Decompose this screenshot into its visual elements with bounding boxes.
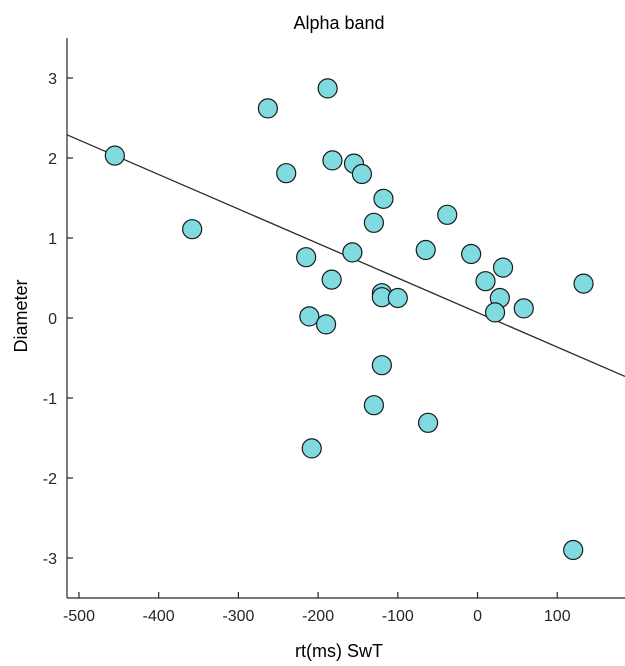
y-tick-label--2: -2: [43, 471, 57, 488]
x-tick-label-100: 100: [544, 608, 571, 625]
data-point-4: [276, 163, 297, 184]
data-point-1: [104, 145, 125, 166]
x-tick-label--400: -400: [143, 608, 175, 625]
axes: -500 -400 -300 -200 -100 0 100 -3 -2 -1 0 1 2 3: [43, 38, 625, 625]
data-point-19: [371, 355, 392, 376]
data-point-9: [373, 188, 394, 209]
data-point-32: [563, 539, 584, 561]
x-tick-label-0: 0: [473, 608, 482, 625]
y-tick-label-2: 2: [48, 151, 57, 168]
plot-area: [66, 78, 625, 561]
y-tick-label-0: 0: [48, 311, 57, 328]
data-point-13: [321, 269, 342, 290]
data-point-30: [513, 298, 534, 319]
data-point-5: [317, 78, 338, 99]
x-axis-title: rt(ms) SwT: [295, 641, 383, 661]
y-tick-label-1: 1: [48, 231, 57, 248]
data-point-16: [387, 287, 408, 309]
data-point-24: [437, 204, 458, 225]
y-tick-label--3: -3: [43, 551, 57, 568]
data-point-27: [492, 257, 514, 278]
data-point-3: [257, 98, 278, 119]
data-point-18: [315, 314, 337, 335]
x-tick-label--100: -100: [382, 608, 414, 625]
data-point-12: [296, 247, 317, 268]
data-point-10: [363, 212, 384, 233]
chart-title: Alpha band: [293, 13, 384, 33]
data-point-23: [418, 412, 439, 433]
data-point-31: [573, 273, 594, 294]
data-point-22: [415, 239, 436, 261]
data-point-29: [484, 302, 506, 323]
data-point-6: [322, 150, 343, 171]
x-tick-label--200: -200: [302, 608, 334, 625]
data-point-8: [351, 163, 373, 185]
data-point-20: [363, 395, 384, 416]
y-tick-label--1: -1: [43, 391, 57, 408]
data-point-11: [342, 242, 363, 263]
y-axis-title: Diameter: [11, 279, 31, 352]
data-point-26: [475, 271, 496, 292]
y-tick-label-3: 3: [48, 71, 57, 88]
data-point-21: [301, 438, 322, 459]
data-point-25: [461, 243, 482, 265]
x-tick-label--500: -500: [63, 608, 95, 625]
data-point-17: [299, 306, 320, 327]
data-point-2: [182, 219, 203, 240]
x-tick-label--300: -300: [222, 608, 254, 625]
